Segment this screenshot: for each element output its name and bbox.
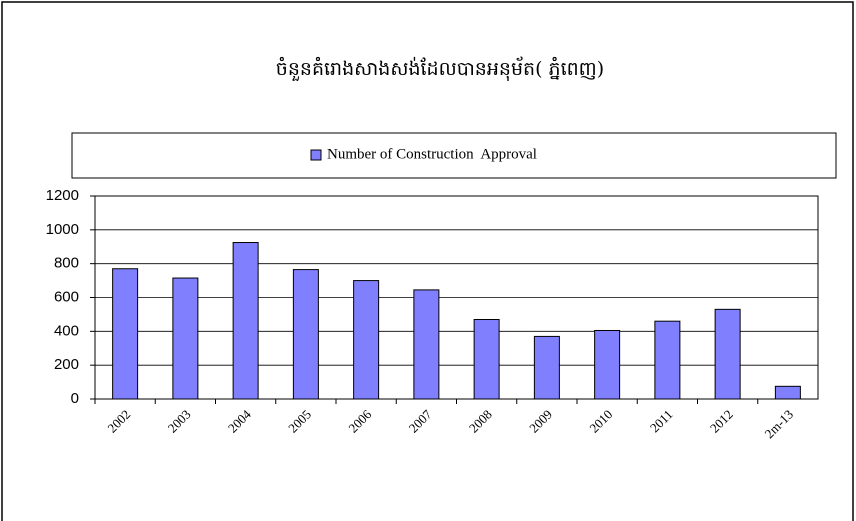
legend-swatch (310, 149, 322, 161)
bar (594, 329, 621, 400)
y-tick-label: 600 (54, 288, 79, 305)
chart-title: ចំនួនគំរោងសាងសង់ដែលបានអនុម័ត( ភ្នំពេញ) (276, 56, 604, 82)
y-tick-label: 400 (54, 322, 79, 339)
bar (473, 318, 500, 400)
y-tick-label: 200 (54, 356, 79, 373)
bar (353, 280, 380, 400)
bar (232, 242, 259, 400)
bar (413, 289, 440, 400)
bar (774, 385, 801, 400)
bar (112, 268, 139, 400)
y-tick-label: 1000 (46, 221, 79, 238)
bar (654, 320, 681, 400)
bar (172, 277, 199, 400)
y-tick-label: 800 (54, 255, 79, 272)
legend-label: Number of Construction Approval (327, 146, 537, 162)
y-tick-label: 1200 (46, 187, 79, 204)
bar (533, 335, 560, 400)
bar (292, 269, 319, 400)
bar (714, 308, 741, 400)
legend-box (71, 132, 837, 179)
y-tick-label: 0 (71, 390, 79, 407)
